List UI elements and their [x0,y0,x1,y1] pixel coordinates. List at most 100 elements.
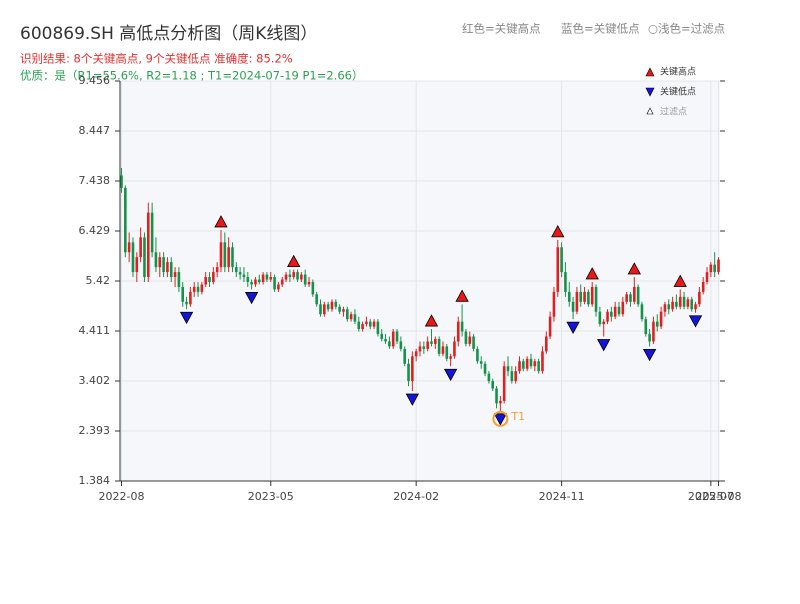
candle-body [537,361,540,372]
candle-body [215,267,219,273]
candle-body [690,299,694,310]
candle-body [544,336,548,352]
key-low-marker [443,368,458,382]
candle-body [472,336,475,349]
y-tick-label: 1.384 [79,474,111,487]
key-low-marker [244,292,259,305]
key-high-marker [455,289,469,302]
candle-body [556,247,560,292]
candle-body [388,341,391,347]
key-high-marker [673,274,687,287]
x-tick-label: 2025-08 [696,490,742,503]
candle-body [610,311,613,317]
legend-icon [645,87,655,97]
candle-body [533,361,537,367]
candle-body [150,212,154,253]
candle-body [686,299,690,307]
candle-body [300,274,303,280]
top-legend: 蓝色=关键低点 [561,22,640,36]
candle-body [330,301,334,310]
candle-body [189,291,192,305]
candle-body [334,301,338,307]
candle-body [476,348,479,362]
candle-body [701,281,705,292]
candle-body [594,286,598,312]
candle-body [525,358,529,369]
candle-body [200,284,204,292]
candle-body [659,311,663,327]
candle-body [671,301,674,310]
candle-body [705,272,709,282]
chart-title: 600869.SH 高低点分析图（周K线图） [20,24,317,44]
candle-body [510,371,514,382]
candle-body [219,242,223,268]
candle-body [675,301,678,307]
candle-body [280,279,284,285]
candle-body [422,346,426,349]
candle-body [564,272,567,292]
candle-body [407,363,410,382]
candle-body [384,338,387,342]
candle-body [667,304,671,310]
candle-body [449,356,452,359]
candle-body [212,272,215,282]
key-low-marker [566,321,580,334]
candle-body [303,274,307,285]
candle-body [506,366,510,372]
key-low-marker [688,315,703,328]
candle-body [154,252,158,268]
candle-body [368,321,372,327]
y-tick-label: 5.42 [86,274,111,287]
candle-body [552,291,556,317]
legend-label: 关键低点 [660,86,696,98]
candle-body [162,257,165,273]
candle-body [269,277,273,280]
candle-body [380,334,384,339]
candle-body [131,242,135,273]
candle-body [315,294,318,305]
key-high-marker [627,262,641,275]
candle-body [292,272,296,278]
candle-body [633,286,636,302]
candle-body [514,371,517,382]
candle-body [426,341,429,349]
candle-body [376,321,380,335]
candle-body [698,291,701,305]
candle-body [418,346,422,352]
candle-body [655,321,659,327]
candle-body [242,274,246,278]
candle-body [127,242,131,253]
key-high-marker [585,267,599,280]
candle-body [613,306,617,317]
candle-body [231,247,234,268]
candle-body [529,358,533,367]
candle-body [621,301,625,315]
legend-label: 关键高点 [660,66,696,78]
candle-body [166,262,169,273]
candle-body [372,321,376,327]
candle-body [323,304,326,315]
candle-body [648,334,651,342]
candle-body [491,381,495,389]
candle-body [196,286,200,292]
candle-body [296,272,299,280]
key-high-marker [287,254,301,268]
candle-body [345,309,349,320]
candle-body [487,373,491,382]
x-tick-label: 2023-05 [248,490,294,503]
candle-body [453,341,456,357]
candle-body [273,277,276,290]
candle-body [120,175,123,188]
candle-body [411,356,414,382]
candle-body [223,242,227,268]
candle-body [522,361,525,369]
candle-body [445,346,449,359]
candle-body [311,281,315,295]
candle-body [124,187,127,253]
candle-body [319,304,322,315]
candle-body [636,286,640,305]
candle-body [181,286,185,302]
candle-body [502,366,506,401]
candle-body [399,341,403,349]
candle-body [146,212,150,278]
